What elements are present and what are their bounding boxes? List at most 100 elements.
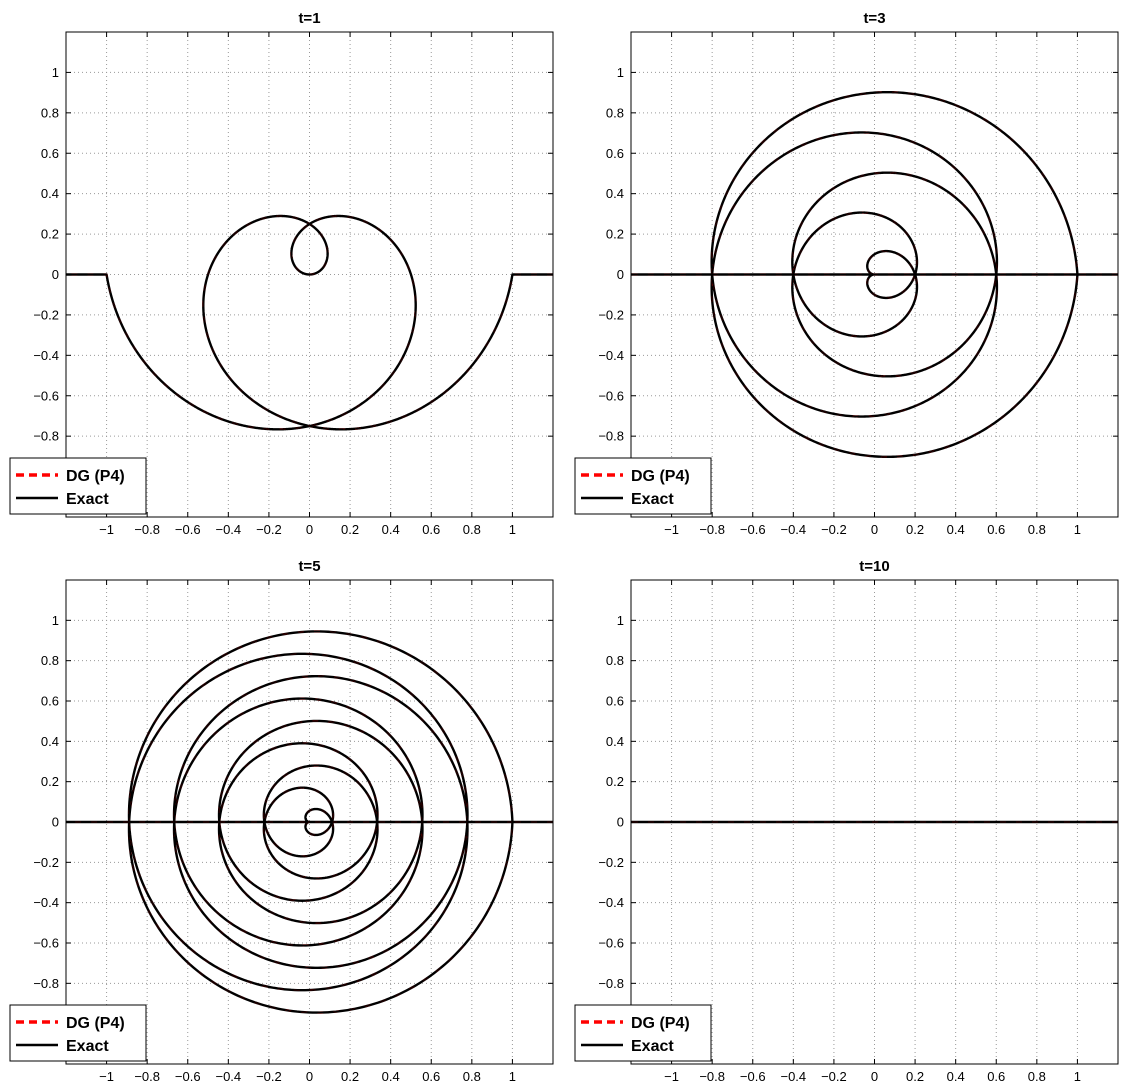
y-tick-label: −0.8 — [598, 429, 624, 444]
legend-box — [574, 1004, 712, 1062]
y-tick-label: 0 — [52, 267, 59, 282]
legend: DG (P4) Exact — [9, 1004, 147, 1062]
series-exact-core — [66, 630, 553, 1014]
x-tick-label: 0.4 — [947, 522, 965, 537]
legend-box — [9, 1004, 147, 1062]
y-tick-label: 0.6 — [41, 146, 59, 161]
x-tick-label: 1 — [509, 1069, 516, 1084]
legend: DG (P4) Exact — [574, 1004, 712, 1062]
x-tick-label: −0.6 — [740, 1069, 766, 1084]
x-tick-label: −0.4 — [215, 1069, 241, 1084]
x-tick-label: −0.8 — [134, 522, 160, 537]
y-tick-label: 0.6 — [606, 694, 624, 709]
y-tick-label: 0.8 — [41, 653, 59, 668]
legend: DG (P4) Exact — [9, 457, 147, 515]
y-tick-label: −0.6 — [33, 388, 59, 403]
x-tick-label: 0.8 — [1028, 1069, 1046, 1084]
legend-exact-label: Exact — [631, 491, 674, 508]
y-tick-label: 0.2 — [41, 227, 59, 242]
x-tick-label: −0.6 — [740, 522, 766, 537]
legend-exact-label: Exact — [631, 1038, 674, 1055]
y-tick-label: 0 — [617, 815, 624, 830]
y-tick-label: −0.6 — [598, 388, 624, 403]
y-tick-label: 1 — [617, 65, 624, 80]
legend-dg-label: DG (P4) — [66, 468, 125, 485]
y-tick-label: 0.2 — [606, 774, 624, 789]
y-tick-label: 0 — [617, 267, 624, 282]
x-tick-label: −0.8 — [699, 1069, 725, 1084]
x-tick-label: −0.2 — [256, 522, 282, 537]
panel-title: t=10 — [859, 558, 889, 575]
x-tick-label: −0.8 — [699, 522, 725, 537]
x-tick-label: 0.6 — [987, 522, 1005, 537]
x-tick-label: 0.4 — [382, 522, 400, 537]
x-tick-label: −0.4 — [215, 522, 241, 537]
y-tick-label: −0.8 — [33, 976, 59, 991]
y-tick-label: −0.6 — [598, 936, 624, 951]
x-tick-label: 1 — [509, 522, 516, 537]
x-tick-label: 0.2 — [341, 522, 359, 537]
x-tick-label: 0.8 — [1028, 522, 1046, 537]
y-tick-label: 0 — [52, 815, 59, 830]
y-tick-label: 0.8 — [41, 105, 59, 120]
legend-exact-label: Exact — [66, 491, 109, 508]
x-tick-label: 0.6 — [422, 1069, 440, 1084]
y-tick-label: 1 — [52, 613, 59, 628]
y-tick-label: −0.2 — [33, 855, 59, 870]
panel-1: −1 −0.8 −0.6 −0.4 −0.2 0 0.2 0.4 0.6 0.8 1 −0.8 −0.6… — [9, 10, 554, 537]
y-tick-label: −0.4 — [33, 348, 59, 363]
x-tick-label: 0.6 — [987, 1069, 1005, 1084]
panel-2: −1 −0.8 −0.6 −0.4 −0.2 0 0.2 0.4 0.6 0.8 1 −0.8 −0.6… — [574, 10, 1119, 537]
x-tick-label: 0.2 — [906, 522, 924, 537]
x-tick-label: −1 — [664, 1069, 679, 1084]
x-tick-label: 0.2 — [906, 1069, 924, 1084]
y-tick-label: 0.2 — [41, 774, 59, 789]
panel-3: −1 −0.8 −0.6 −0.4 −0.2 0 0.2 0.4 0.6 0.8 1 −0.8 −0.6… — [9, 558, 554, 1084]
x-tick-label: 0.4 — [382, 1069, 400, 1084]
x-tick-label: −1 — [99, 522, 114, 537]
legend-box — [574, 457, 712, 515]
y-tick-label: −0.6 — [33, 936, 59, 951]
series-exact-core — [631, 91, 1118, 458]
legend-dg-label: DG (P4) — [66, 1015, 125, 1032]
x-tick-label: −0.2 — [256, 1069, 282, 1084]
legend-dg-label: DG (P4) — [631, 1015, 690, 1032]
x-tick-label: −1 — [664, 522, 679, 537]
y-tick-label: 0.4 — [41, 734, 59, 749]
y-tick-label: −0.4 — [598, 348, 624, 363]
x-tick-label: −0.8 — [134, 1069, 160, 1084]
panel-title: t=1 — [298, 10, 320, 27]
x-tick-label: 0 — [306, 522, 313, 537]
y-tick-label: −0.8 — [33, 429, 59, 444]
y-tick-label: −0.2 — [33, 307, 59, 322]
x-tick-label: 0.2 — [341, 1069, 359, 1084]
y-tick-label: 0.4 — [606, 186, 624, 201]
x-tick-label: 0 — [871, 522, 878, 537]
y-tick-label: −0.4 — [33, 895, 59, 910]
y-tick-label: 1 — [617, 613, 624, 628]
panel-title: t=5 — [298, 558, 320, 575]
series-exact-core — [66, 215, 553, 430]
x-tick-label: −0.6 — [175, 1069, 201, 1084]
y-tick-label: −0.8 — [598, 976, 624, 991]
x-tick-label: 0.8 — [463, 522, 481, 537]
x-tick-label: −0.2 — [821, 522, 847, 537]
legend: DG (P4) Exact — [574, 457, 712, 515]
y-tick-label: 0.4 — [41, 186, 59, 201]
y-tick-label: 0.4 — [606, 734, 624, 749]
x-tick-label: −0.6 — [175, 522, 201, 537]
y-tick-label: −0.2 — [598, 855, 624, 870]
legend-exact-label: Exact — [66, 1038, 109, 1055]
x-tick-label: 1 — [1074, 522, 1081, 537]
y-tick-label: −0.2 — [598, 307, 624, 322]
x-tick-label: 0.8 — [463, 1069, 481, 1084]
y-tick-label: −0.4 — [598, 895, 624, 910]
x-tick-label: −0.4 — [780, 522, 806, 537]
x-tick-label: 0 — [306, 1069, 313, 1084]
legend-dg-label: DG (P4) — [631, 468, 690, 485]
x-tick-label: −0.2 — [821, 1069, 847, 1084]
y-tick-label: 0.8 — [606, 105, 624, 120]
y-tick-label: 0.6 — [41, 694, 59, 709]
x-tick-label: 1 — [1074, 1069, 1081, 1084]
